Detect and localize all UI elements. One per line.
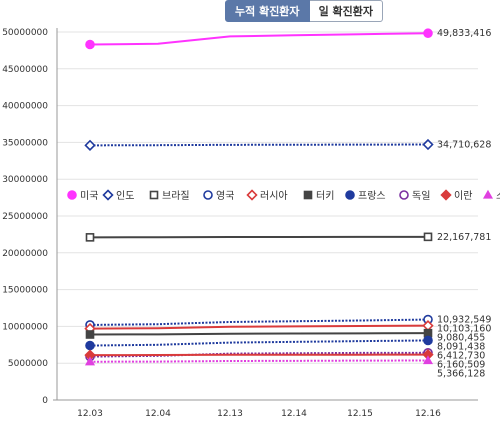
data-point bbox=[85, 233, 95, 242]
x-tick-label: 12.15 bbox=[347, 409, 373, 419]
legend-label: 인도 bbox=[116, 190, 134, 202]
legend-label: 독일 bbox=[412, 190, 430, 202]
legend-label: 브라질 bbox=[162, 190, 190, 202]
y-tick-label: 5000000 bbox=[8, 359, 48, 369]
series-line bbox=[89, 318, 429, 326]
value-label: 6,412,730 bbox=[437, 351, 485, 362]
data-point bbox=[203, 190, 213, 200]
data-point bbox=[303, 190, 313, 200]
data-point bbox=[85, 340, 95, 351]
data-point bbox=[102, 189, 114, 201]
y-tick-label: 20000000 bbox=[2, 249, 48, 259]
data-point bbox=[423, 28, 433, 39]
y-tick-label: 15000000 bbox=[2, 286, 48, 296]
data-point bbox=[85, 330, 95, 339]
value-label: 8,091,438 bbox=[437, 342, 485, 353]
legend-label: 프랑스 bbox=[358, 190, 386, 202]
y-tick-label: 30000000 bbox=[2, 175, 48, 185]
data-point bbox=[422, 355, 434, 365]
legend-label: 스페인 bbox=[496, 190, 500, 202]
data-point bbox=[345, 190, 355, 200]
value-label: 10,932,549 bbox=[437, 315, 491, 326]
series-line bbox=[89, 339, 429, 347]
y-tick-label: 0 bbox=[42, 396, 48, 406]
value-label: 49,833,416 bbox=[437, 28, 491, 39]
x-tick-label: 12.16 bbox=[415, 409, 441, 419]
x-tick-label: 12.13 bbox=[217, 409, 243, 419]
x-tick-label: 12.14 bbox=[281, 409, 307, 419]
value-label: 34,710,628 bbox=[437, 140, 491, 151]
legend-label: 미국 bbox=[80, 190, 98, 202]
data-point bbox=[422, 138, 434, 151]
data-point bbox=[67, 190, 77, 200]
tab-cumulative-cases[interactable]: 누적 확진환자 bbox=[225, 0, 310, 22]
data-point bbox=[246, 189, 258, 201]
series-line bbox=[89, 32, 429, 46]
legend-label: 영국 bbox=[216, 190, 234, 202]
data-point bbox=[85, 39, 95, 50]
legend-label: 터키 bbox=[316, 190, 334, 202]
series-line bbox=[89, 143, 429, 147]
data-point bbox=[440, 189, 452, 201]
series-line bbox=[89, 332, 429, 336]
value-label: 5,366,128 bbox=[437, 369, 485, 380]
y-tick-label: 25000000 bbox=[2, 212, 48, 222]
data-point bbox=[423, 232, 433, 242]
value-label: 22,167,781 bbox=[437, 232, 491, 243]
tab-bar: 누적 확진환자 일 확진환자 bbox=[225, 0, 383, 22]
data-point bbox=[423, 335, 433, 346]
legend-label: 이란 bbox=[454, 190, 472, 202]
x-tick-label: 12.04 bbox=[145, 409, 171, 419]
value-label: 9,080,455 bbox=[437, 333, 485, 344]
y-tick-label: 35000000 bbox=[2, 138, 48, 148]
series-line bbox=[89, 324, 429, 330]
x-tick-label: 12.03 bbox=[77, 409, 103, 419]
series-line bbox=[89, 359, 429, 363]
y-tick-label: 50000000 bbox=[2, 28, 48, 38]
data-point bbox=[423, 328, 433, 338]
legend-label: 러시아 bbox=[260, 190, 288, 202]
data-point bbox=[482, 189, 494, 199]
y-tick-label: 10000000 bbox=[2, 322, 48, 332]
value-label: 10,103,160 bbox=[437, 324, 491, 335]
y-tick-label: 45000000 bbox=[2, 65, 48, 75]
data-point bbox=[149, 190, 159, 200]
value-label: 6,160,509 bbox=[437, 360, 485, 371]
data-point bbox=[84, 356, 96, 366]
data-point bbox=[84, 139, 96, 151]
y-tick-label: 40000000 bbox=[2, 102, 48, 112]
tab-daily-cases[interactable]: 일 확진환자 bbox=[309, 0, 383, 22]
data-point bbox=[399, 190, 409, 200]
